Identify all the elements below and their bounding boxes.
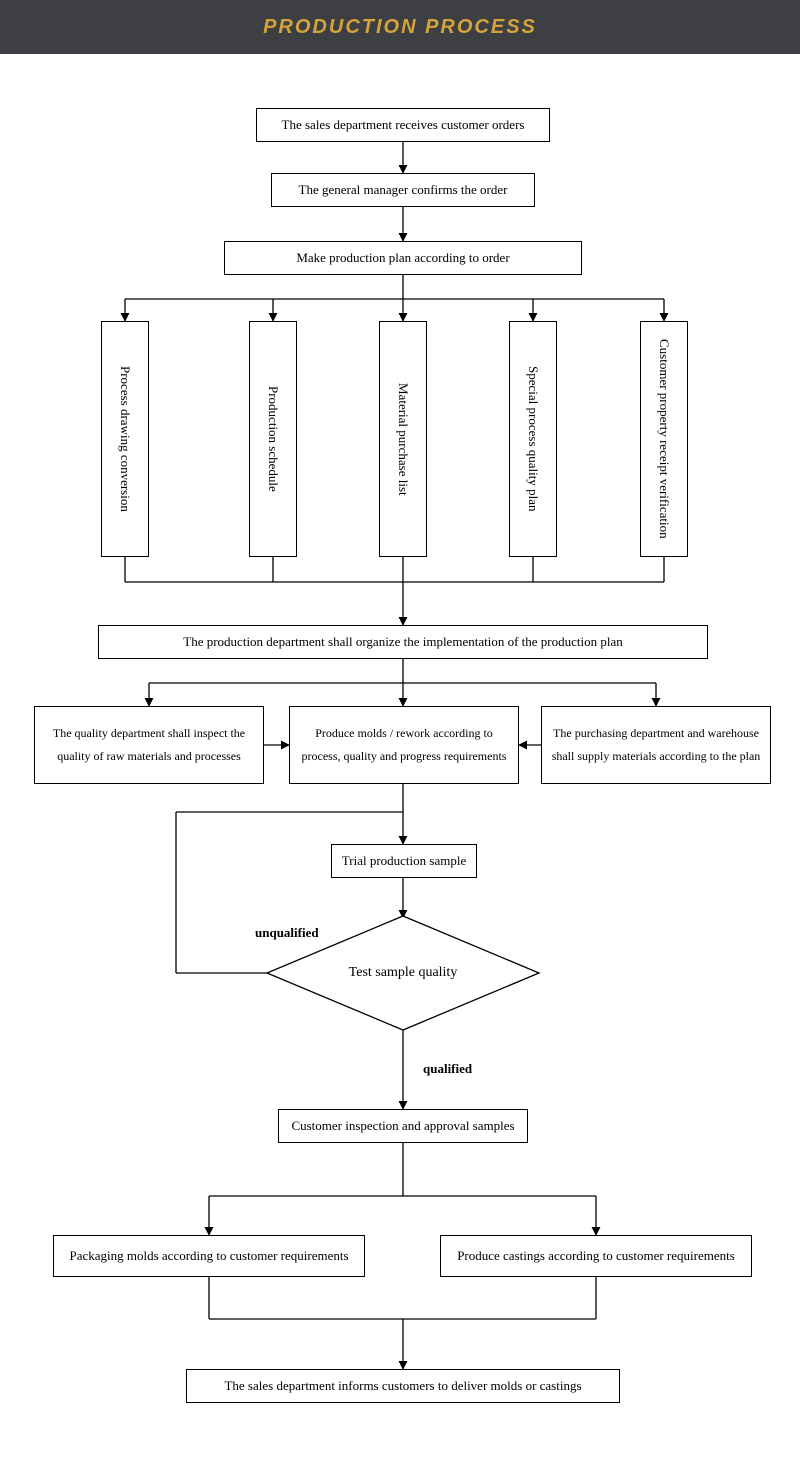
node-n9: Customer inspection and approval samples bbox=[278, 1109, 528, 1143]
node-n7: The purchasing department and warehouse … bbox=[541, 706, 771, 784]
node-n11: Produce castings according to customer r… bbox=[440, 1235, 752, 1277]
node-n1: The sales department receives customer o… bbox=[256, 108, 550, 142]
header-bar: PRODUCTION PROCESS bbox=[0, 0, 800, 54]
edge-label-unqualified: unqualified bbox=[255, 925, 319, 941]
node-n4: The production department shall organize… bbox=[98, 625, 708, 659]
node-n3: Make production plan according to order bbox=[224, 241, 582, 275]
node-n2: The general manager confirms the order bbox=[271, 173, 535, 207]
node-v1: Process drawing conversion bbox=[101, 321, 149, 557]
node-n6: Produce molds / rework according to proc… bbox=[289, 706, 519, 784]
node-v3: Material purchase list bbox=[379, 321, 427, 557]
node-n8: Trial production sample bbox=[331, 844, 477, 878]
node-n12: The sales department informs customers t… bbox=[186, 1369, 620, 1403]
flowchart-canvas: PRODUCTION PROCESS The sales department … bbox=[0, 0, 800, 1462]
node-n10: Packaging molds according to customer re… bbox=[53, 1235, 365, 1277]
node-v4: Special process quality plan bbox=[509, 321, 557, 557]
node-v5: Customer property receipt verification bbox=[640, 321, 688, 557]
edge-label-qualified: qualified bbox=[423, 1061, 472, 1077]
page-title: PRODUCTION PROCESS bbox=[0, 0, 800, 54]
node-n5: The quality department shall inspect the… bbox=[34, 706, 264, 784]
node-v2: Production schedule bbox=[249, 321, 297, 557]
